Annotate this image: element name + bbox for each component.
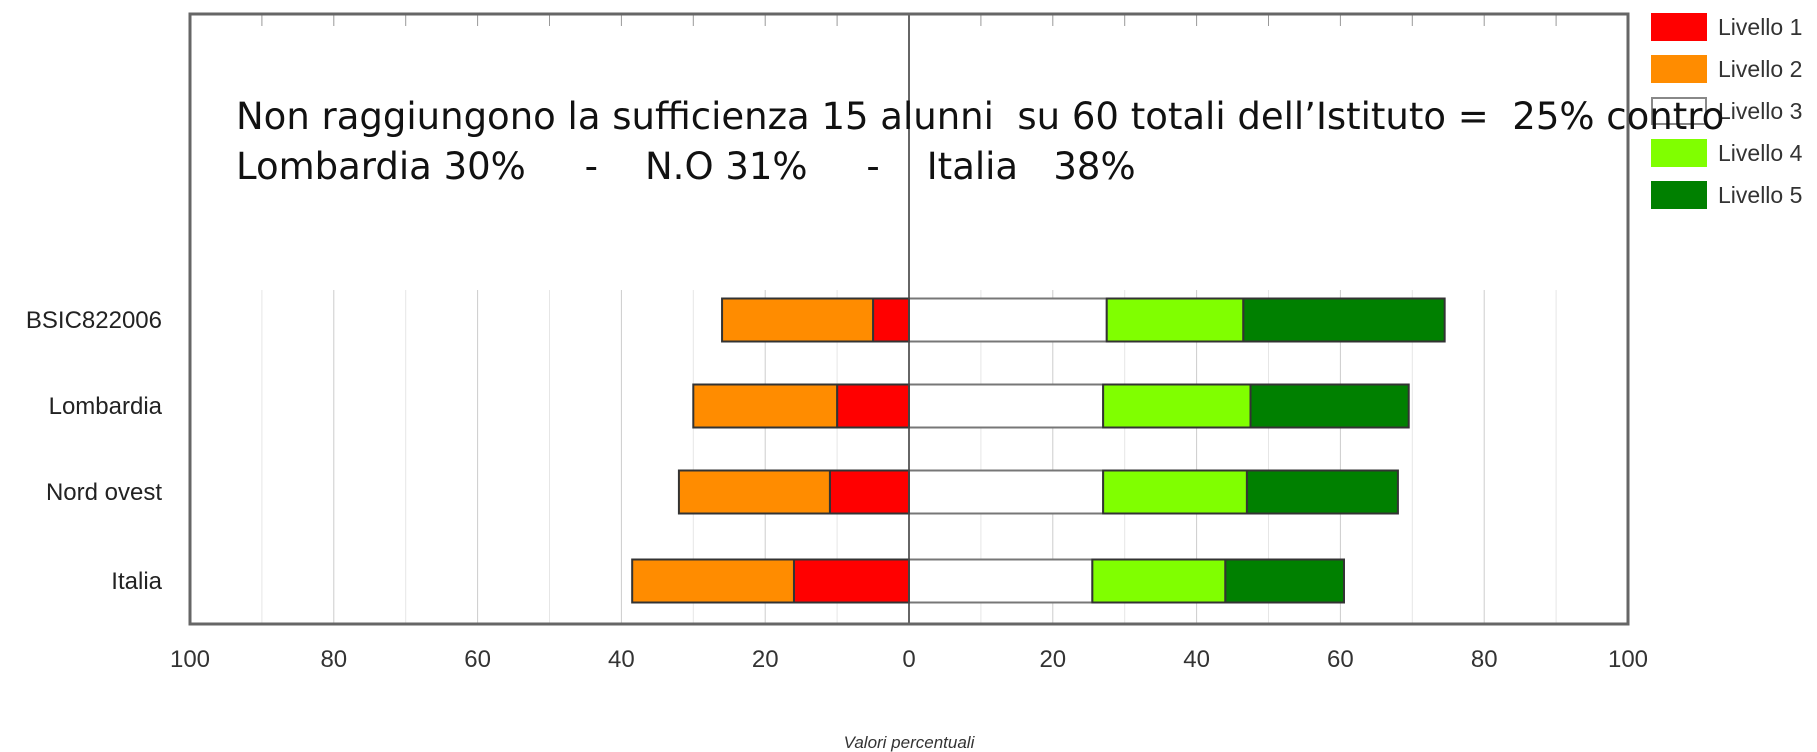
- legend-label: Livello 5: [1718, 182, 1802, 208]
- bar-livello-4-italia: [1092, 560, 1225, 603]
- x-tick-label: 60: [464, 646, 491, 673]
- legend-swatch: [1652, 14, 1706, 40]
- bar-livello-1-bsic822006: [873, 299, 909, 342]
- bar-livello-2-nord-ovest: [679, 471, 830, 514]
- x-tick-label: 0: [902, 646, 915, 673]
- chart-annotation: Non raggiungono la sufficienza 15 alunni…: [236, 92, 1636, 192]
- legend-label: Livello 4: [1718, 140, 1803, 166]
- category-label: Nord ovest: [46, 479, 162, 506]
- legend-label: Livello 1: [1718, 14, 1802, 40]
- legend-swatch: [1652, 56, 1706, 82]
- legend-swatch: [1652, 182, 1706, 208]
- x-tick-label: 100: [1608, 646, 1648, 673]
- bar-livello-3-bsic822006: [909, 299, 1107, 342]
- bar-livello-4-lombardia: [1103, 385, 1250, 428]
- annotation-line-1: Non raggiungono la sufficienza 15 alunni…: [236, 92, 1636, 142]
- legend-swatch: [1652, 140, 1706, 166]
- x-axis-label: Valori percentuali: [844, 733, 976, 752]
- legend-label: Livello 2: [1718, 56, 1802, 82]
- bar-livello-4-nord-ovest: [1103, 471, 1247, 514]
- bar-livello-5-bsic822006: [1243, 299, 1444, 342]
- x-tick-label: 60: [1327, 646, 1354, 673]
- bar-livello-1-lombardia: [837, 385, 909, 428]
- category-label: Lombardia: [49, 393, 163, 420]
- bar-livello-3-lombardia: [909, 385, 1103, 428]
- bar-livello-2-lombardia: [693, 385, 837, 428]
- bar-livello-3-italia: [909, 560, 1092, 603]
- category-label: Italia: [111, 568, 162, 595]
- bar-livello-1-italia: [794, 560, 909, 603]
- x-tick-label: 20: [1039, 646, 1066, 673]
- category-label: BSIC822006: [26, 307, 162, 334]
- x-tick-label: 80: [320, 646, 347, 673]
- x-tick-label: 20: [752, 646, 779, 673]
- bar-livello-3-nord-ovest: [909, 471, 1103, 514]
- bar-livello-5-italia: [1225, 560, 1344, 603]
- bar-livello-2-italia: [632, 560, 794, 603]
- x-tick-label: 40: [1183, 646, 1210, 673]
- bar-livello-2-bsic822006: [722, 299, 873, 342]
- bar-livello-4-bsic822006: [1107, 299, 1244, 342]
- x-tick-label: 40: [608, 646, 635, 673]
- bar-livello-5-nord-ovest: [1247, 471, 1398, 514]
- bar-livello-1-nord-ovest: [830, 471, 909, 514]
- legend-label: Livello 3: [1718, 98, 1802, 124]
- x-tick-label: 100: [170, 646, 210, 673]
- x-tick-label: 80: [1471, 646, 1498, 673]
- bar-livello-5-lombardia: [1251, 385, 1409, 428]
- annotation-line-2: Lombardia 30% - N.O 31% - Italia 38%: [236, 142, 1636, 192]
